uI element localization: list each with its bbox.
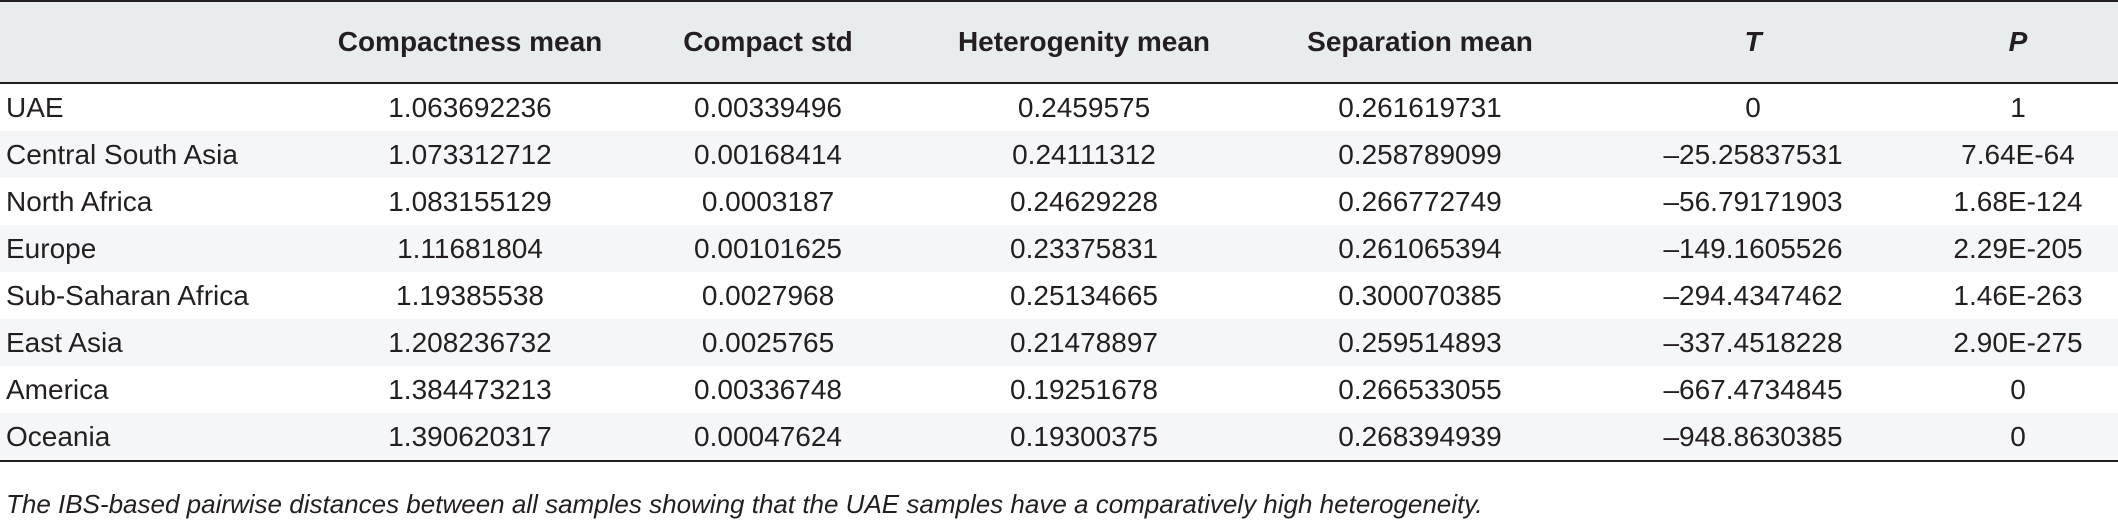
- value-cell: 1.073312712: [388, 138, 552, 170]
- region-cell: East Asia: [6, 326, 123, 358]
- value-cell: 0: [1745, 91, 1761, 123]
- value-cell: 0: [2010, 373, 2026, 405]
- region-cell: Europe: [6, 232, 97, 264]
- results-table: Compactness mean Compact std Heterogenity …: [0, 1, 2118, 461]
- value-cell: 1.68E-124: [1953, 185, 2083, 217]
- value-cell: 0.0003187: [701, 185, 835, 217]
- value-cell: –337.4518228: [1663, 326, 1843, 358]
- column-header-region: [0, 1, 320, 83]
- region-cell: UAE: [6, 91, 64, 123]
- table-header: Compactness mean Compact std Heterogenity …: [0, 1, 2118, 83]
- value-cell: 0.25134665: [1010, 279, 1158, 311]
- value-cell: 1.083155129: [388, 185, 552, 217]
- table-row: North Africa 1.083155129 0.0003187 0.246292…: [0, 178, 2118, 225]
- value-cell: –56.79171903: [1663, 185, 1843, 217]
- value-cell: 0.00047624: [694, 420, 842, 452]
- value-cell: 0.19300375: [1010, 420, 1158, 452]
- value-cell: 0.266772749: [1338, 185, 1502, 217]
- column-header: T: [1744, 26, 1762, 57]
- table-row: East Asia 1.208236732 0.0025765 0.21478897 0…: [0, 319, 2118, 366]
- region-cell: America: [6, 373, 109, 405]
- region-cell: Sub-Saharan Africa: [6, 279, 249, 311]
- value-cell: –667.4734845: [1663, 373, 1843, 405]
- value-cell: 1: [2010, 91, 2026, 123]
- value-cell: 1.390620317: [388, 420, 552, 452]
- results-table-container: Compactness mean Compact std Heterogenity …: [0, 1, 2118, 461]
- value-cell: 2.90E-275: [1953, 326, 2083, 358]
- value-cell: 0.00339496: [694, 91, 842, 123]
- value-cell: 0.0027968: [701, 279, 835, 311]
- value-cell: 0.2459575: [1017, 91, 1151, 123]
- table-row: Europe 1.11681804 0.00101625 0.23375831 0.26…: [0, 225, 2118, 272]
- value-cell: 0.19251678: [1010, 373, 1158, 405]
- value-cell: 0.261065394: [1338, 232, 1502, 264]
- column-header: Heterogenity mean: [957, 26, 1211, 57]
- value-cell: 7.64E-64: [1961, 138, 2075, 170]
- region-cell: Oceania: [6, 420, 111, 452]
- table-body: UAE 1.063692236 0.00339496 0.2459575 0.26161…: [0, 83, 2118, 461]
- value-cell: –948.8630385: [1663, 420, 1843, 452]
- value-cell: –149.1605526: [1663, 232, 1843, 264]
- value-cell: 0.258789099: [1338, 138, 1502, 170]
- value-cell: 1.46E-263: [1953, 279, 2083, 311]
- value-cell: 0: [2010, 420, 2026, 452]
- value-cell: 0.23375831: [1010, 232, 1158, 264]
- value-cell: 0.268394939: [1338, 420, 1502, 452]
- value-cell: 1.19385538: [396, 279, 544, 311]
- value-cell: –294.4347462: [1663, 279, 1843, 311]
- value-cell: 0.0025765: [701, 326, 835, 358]
- value-cell: 1.063692236: [388, 91, 552, 123]
- table-row: America 1.384473213 0.00336748 0.19251678 0.…: [0, 366, 2118, 413]
- table-row: Central South Asia 1.073312712 0.00168414 0…: [0, 131, 2118, 178]
- value-cell: 1.384473213: [388, 373, 552, 405]
- column-header: Compactness mean: [337, 26, 603, 57]
- value-cell: 0.266533055: [1338, 373, 1502, 405]
- column-header: Separation mean: [1307, 26, 1533, 57]
- value-cell: 1.11681804: [397, 232, 543, 264]
- table-row: Oceania 1.390620317 0.00047624 0.19300375 0.…: [0, 413, 2118, 461]
- value-cell: 0.24629228: [1010, 185, 1158, 217]
- table-caption: The IBS-based pairwise distances between…: [6, 489, 1483, 519]
- value-cell: 0.300070385: [1338, 279, 1502, 311]
- value-cell: –25.25837531: [1663, 138, 1843, 170]
- value-cell: 2.29E-205: [1953, 232, 2083, 264]
- column-header: Compact std: [683, 26, 853, 57]
- value-cell: 0.00336748: [694, 373, 842, 405]
- table-row: UAE 1.063692236 0.00339496 0.2459575 0.26161…: [0, 83, 2118, 131]
- column-header: P: [2008, 26, 2028, 57]
- value-cell: 0.00168414: [694, 138, 842, 170]
- value-cell: 0.259514893: [1338, 326, 1502, 358]
- value-cell: 1.208236732: [388, 326, 552, 358]
- value-cell: 0.21478897: [1010, 326, 1158, 358]
- region-cell: North Africa: [6, 185, 153, 217]
- header-row: Compactness mean Compact std Heterogenity …: [0, 1, 2118, 83]
- value-cell: 0.24111312: [1012, 138, 1156, 170]
- value-cell: 0.00101625: [694, 232, 842, 264]
- value-cell: 0.261619731: [1338, 91, 1502, 123]
- region-cell: Central South Asia: [6, 138, 238, 170]
- table-row: Sub-Saharan Africa 1.19385538 0.0027968 0.2…: [0, 272, 2118, 319]
